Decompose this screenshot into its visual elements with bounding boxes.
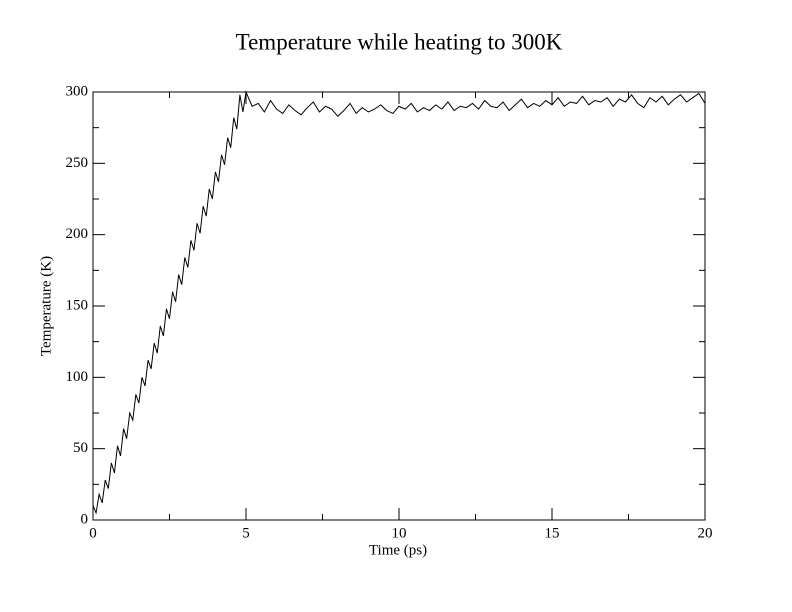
x-tick-label: 0 [89, 525, 97, 541]
plot-frame [92, 91, 706, 521]
x-tick-label: 5 [242, 525, 250, 541]
y-tick-label: 50 [73, 440, 88, 456]
x-axis-label: Time (ps) [369, 542, 427, 558]
y-tick-label: 300 [66, 83, 89, 99]
data-line [92, 90, 706, 515]
y-tick-label: 100 [66, 369, 89, 385]
y-axis-label: Temperature (K) [38, 256, 54, 356]
x-tick-label: 10 [392, 525, 407, 541]
y-tick-label: 150 [66, 297, 89, 313]
x-tick-label: 20 [698, 525, 713, 541]
y-tick-label: 0 [81, 511, 89, 527]
y-tick-label: 200 [66, 226, 89, 242]
chart-title: Temperature while heating to 300K [236, 29, 563, 54]
y-tick-label: 250 [66, 155, 89, 171]
x-tick-label: 15 [545, 525, 560, 541]
